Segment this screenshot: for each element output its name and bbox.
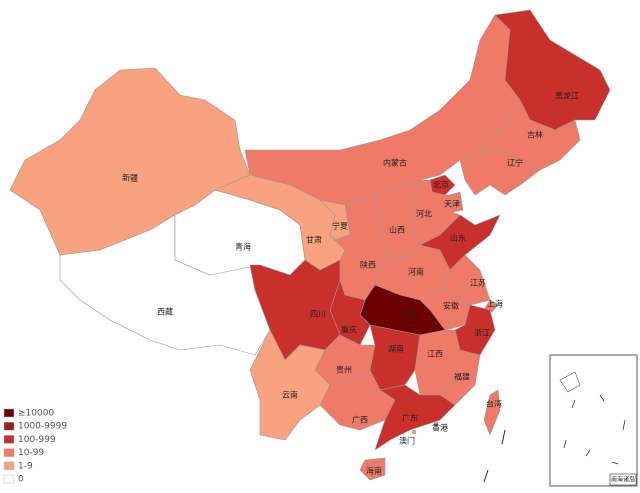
region-label: 河北 bbox=[416, 209, 432, 219]
region bbox=[369, 324, 421, 391]
inset-label: 南海诸岛 bbox=[611, 476, 635, 484]
region-label: 黑龙江 bbox=[555, 91, 579, 101]
legend-swatch bbox=[3, 408, 15, 418]
south-sea-inset: 南海诸岛 bbox=[549, 354, 638, 487]
regions bbox=[9, 9, 611, 481]
region-label: 山东 bbox=[450, 233, 466, 243]
region bbox=[479, 99, 581, 171]
region bbox=[459, 149, 541, 196]
region-label: 贵州 bbox=[336, 365, 352, 375]
region-label: 海南 bbox=[366, 466, 382, 476]
inset-dashes bbox=[563, 394, 626, 465]
sea-border bbox=[483, 429, 506, 483]
region-label: 江西 bbox=[427, 350, 443, 359]
region-label: 内蒙古 bbox=[383, 158, 407, 168]
region-label: 广东 bbox=[402, 413, 418, 423]
legend-label: 0 bbox=[18, 475, 24, 485]
region bbox=[483, 389, 501, 436]
region-label: 香港 bbox=[432, 423, 448, 433]
region-label: 云南 bbox=[282, 390, 298, 400]
region-label: 湖南 bbox=[388, 344, 404, 354]
region-label: 吉林 bbox=[527, 130, 543, 140]
inset-frame bbox=[549, 354, 638, 487]
legend-label: 100-999 bbox=[18, 435, 56, 445]
legend-label: 10-99 bbox=[18, 448, 44, 458]
region bbox=[411, 429, 417, 435]
region-label: 河南 bbox=[408, 267, 424, 277]
region-label: 陕西 bbox=[360, 260, 376, 270]
region-label: 四川 bbox=[310, 310, 326, 319]
region bbox=[484, 299, 499, 313]
legend-swatch bbox=[3, 448, 15, 457]
region-label: 甘肃 bbox=[306, 235, 322, 245]
region-label: 澳门 bbox=[399, 436, 415, 446]
region-label: 宁夏 bbox=[332, 221, 348, 231]
inset-label-box bbox=[609, 473, 637, 486]
region-label: 青海 bbox=[235, 242, 251, 252]
region bbox=[494, 9, 611, 131]
legend-label: ≥10000 bbox=[18, 409, 54, 419]
legend-swatch bbox=[3, 461, 15, 471]
region-label: 广西 bbox=[352, 415, 368, 425]
region bbox=[433, 421, 439, 427]
region-label: 辽宁 bbox=[507, 158, 523, 168]
region bbox=[249, 329, 331, 441]
region-label: 天津 bbox=[444, 199, 460, 209]
region-label: 重庆 bbox=[341, 325, 357, 335]
legend-label: 1000-9999 bbox=[18, 422, 67, 432]
legend-swatch bbox=[3, 421, 15, 431]
legend-swatch bbox=[3, 435, 15, 444]
legend-swatch bbox=[3, 474, 15, 484]
region-label: 北京 bbox=[433, 180, 449, 190]
region bbox=[374, 384, 456, 451]
region-label: 江苏 bbox=[470, 278, 486, 288]
region bbox=[359, 457, 386, 481]
region-label: 台湾 bbox=[486, 399, 502, 409]
region-label: 福建 bbox=[454, 372, 470, 382]
region-label: 浙江 bbox=[474, 328, 490, 338]
region-label: 上海 bbox=[487, 299, 503, 309]
region-label: 西藏 bbox=[157, 307, 173, 317]
region-label: 山西 bbox=[389, 225, 405, 235]
region-label: 新疆 bbox=[122, 173, 138, 183]
legend: ≥10000 1000-9999 100-999 10-99 1-9 0 bbox=[3, 408, 67, 485]
region-label: 安徽 bbox=[443, 301, 459, 311]
legend-label: 1-9 bbox=[18, 461, 33, 471]
region-label: 湖北 bbox=[402, 311, 418, 320]
region bbox=[419, 214, 501, 271]
inset-land bbox=[559, 371, 581, 393]
